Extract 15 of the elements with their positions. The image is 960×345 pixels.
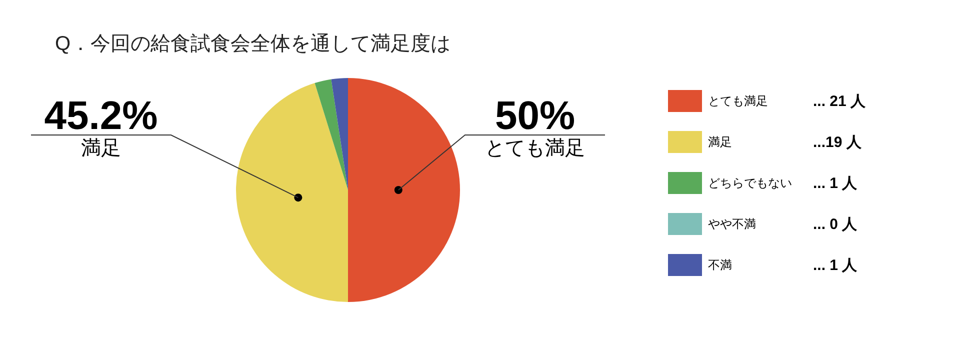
legend-label: 満足 — [708, 134, 733, 150]
legend-label: どちらでもない — [708, 174, 793, 192]
chart-title: Q．今回の給食試食会全体を通して満足度は — [55, 32, 451, 57]
text: ... 1 人 — [813, 256, 858, 274]
data-label: 45.2% — [44, 94, 158, 138]
data-label: 50% — [494, 94, 576, 138]
slice-label: 満足 — [81, 138, 121, 160]
text: ... 21 人 — [813, 92, 866, 110]
text: ... 1 人 — [813, 174, 858, 192]
text: ...19 人 — [813, 132, 862, 152]
legend-label: やや不満 — [708, 216, 757, 232]
legend-label: 不満 — [708, 256, 733, 274]
slice-label: とても満足 — [485, 138, 585, 160]
text: ... 0 人 — [813, 214, 858, 234]
legend-label: とても満足 — [708, 92, 769, 110]
